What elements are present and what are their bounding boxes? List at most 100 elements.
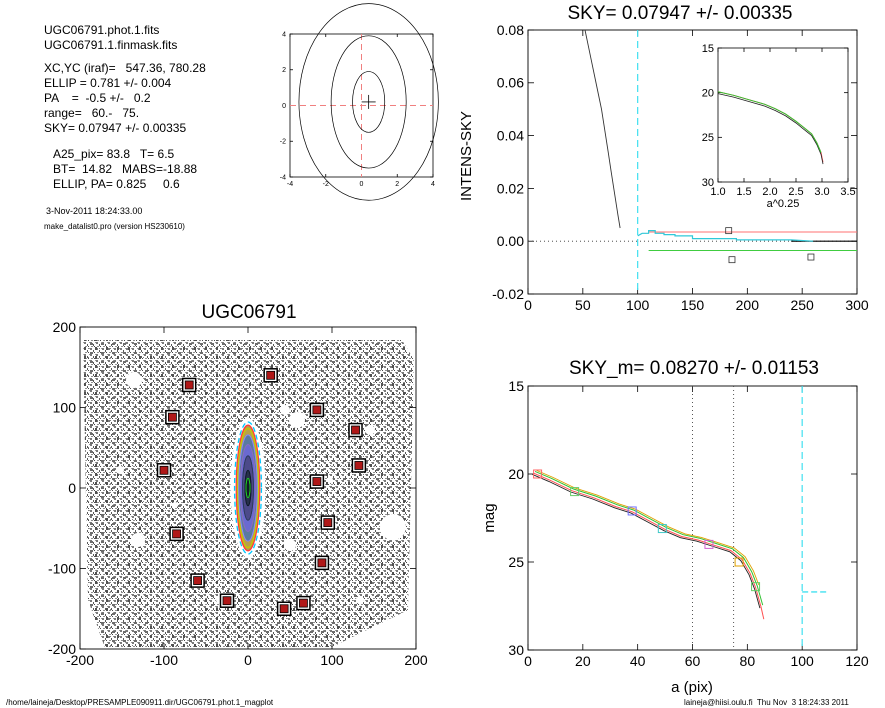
mask-hole: [116, 466, 124, 474]
mask-hole: [356, 596, 364, 604]
contour-xtick-label: -2: [323, 181, 329, 188]
inset-green-curve: [717, 91, 822, 153]
sky-xtick-label: 50: [575, 297, 591, 313]
mag-point-marker: [751, 582, 761, 592]
param-range: range= 60.- 75.: [44, 106, 140, 120]
galaxy-isophote: [233, 421, 263, 555]
contour-xtick-label: -4: [287, 181, 293, 188]
galaxy-isophote: [244, 469, 252, 507]
masked-star-core: [167, 412, 177, 422]
inset-xtick-label: 3.0: [814, 186, 829, 198]
masked-star-core: [312, 477, 322, 486]
sky-xtick-label: 100: [626, 297, 650, 313]
galaxy-isophote: [238, 434, 258, 542]
image-xtick-label: -200: [66, 652, 94, 668]
masked-star-core: [317, 558, 327, 568]
mask-hole: [289, 412, 305, 428]
masked-star-core: [222, 596, 232, 606]
mag-title: SKY_m= 0.08270 +/- 0.01153: [569, 358, 819, 379]
mag-point-marker: [627, 506, 637, 516]
inset-ytick-label: 25: [702, 132, 714, 144]
sky-ytick-label: 0.06: [497, 75, 524, 91]
mag-xtick-label: 80: [740, 653, 756, 669]
image-xtick-label: 200: [404, 652, 428, 668]
param-ellip: ELLIP = 0.781 +/- 0.004: [44, 76, 172, 90]
mag-point-marker: [734, 557, 744, 567]
contour-ytick-label: 4: [282, 31, 286, 38]
sky-title: SKY= 0.07947 +/- 0.00335: [567, 3, 792, 24]
mag-point-marker: [570, 487, 580, 497]
masked-star-core: [323, 518, 333, 528]
sky-point-marker: [807, 253, 815, 261]
image-ytick-label: 100: [53, 399, 77, 415]
sky-ylabel: INTENS-SKY: [458, 111, 475, 201]
contour-ytick-label: 0: [282, 103, 286, 110]
mag-xlabel: a (pix): [671, 679, 713, 696]
contour-ytick-label: 2: [282, 67, 286, 74]
image-xtick-label: 0: [244, 652, 252, 668]
mag-point-marker: [704, 539, 714, 549]
sky-step-line: [637, 230, 814, 242]
mag-ytick-label: 30: [508, 642, 524, 658]
mag-orange-curve: [536, 470, 760, 586]
galaxy-isophote: [235, 424, 261, 552]
contour-ytick-label: -2: [280, 139, 286, 146]
contour-line: [298, 3, 439, 201]
sky-xtick-label: 150: [681, 297, 705, 313]
inset-ytick-label: 15: [702, 43, 714, 55]
masked-star-core: [351, 425, 360, 435]
mask-hole: [131, 533, 145, 547]
file-name-mask: UGC06791.1.finmask.fits: [44, 38, 178, 52]
mask-hole: [380, 514, 406, 540]
masked-star-core: [312, 405, 322, 415]
image-ytick-label: 0: [68, 480, 76, 496]
sky-ytick-label: 0.00: [497, 233, 524, 249]
masked-star-core: [193, 576, 203, 585]
mag-red-curve: [533, 472, 765, 620]
inset-xtick-label: 1.5: [736, 186, 751, 198]
mag-ylabel: mag: [481, 503, 498, 532]
footer-user: laineja@hiisi.oulu.fi Thu Nov 3 18:24:33…: [684, 698, 849, 707]
mag-xtick-label: 40: [630, 653, 646, 669]
mag-xtick-label: 20: [575, 653, 591, 669]
masked-star-core: [172, 529, 182, 539]
masked-star-core: [159, 465, 169, 475]
sky-plot: SKY= 0.07947 +/- 0.00335 INTENS-SKY 0 50 1…: [458, 3, 869, 313]
inset-black-curve: [717, 93, 824, 165]
contour-line: [352, 71, 386, 133]
masked-holes: [116, 372, 406, 604]
sky-ytick-label: 0.08: [497, 22, 524, 38]
masked-star-core: [299, 598, 308, 608]
masked-star-core: [279, 604, 289, 614]
footer-path: /home/laineja/Desktop/PRESAMPLE090911.di…: [6, 698, 274, 707]
param-sky: SKY= 0.07947 +/- 0.00335: [44, 121, 187, 135]
sky-ytick-label: 0.02: [497, 180, 524, 196]
image-xtick-label: -100: [150, 652, 178, 668]
mask-hole: [284, 539, 296, 551]
image-xtick-label: 100: [320, 652, 344, 668]
mag-plot: SKY_m= 0.08270 +/- 0.01153 mag a (pix) 0…: [481, 358, 869, 696]
contour-ytick-label: -4: [280, 174, 286, 181]
mask-hole: [280, 405, 290, 415]
mask-hole: [126, 372, 142, 388]
image-ytick-label: -200: [48, 641, 76, 657]
image-ytick-label: -100: [48, 560, 76, 576]
inset-xlabel: a^0.25: [767, 198, 800, 210]
image-title: UGC06791: [201, 302, 296, 323]
masked-star-core: [266, 370, 276, 380]
program-name: make_datalist0.pro (version HS230610): [44, 222, 185, 231]
inset-ytick-label: 20: [702, 88, 714, 100]
galaxy-isophote: [245, 477, 251, 499]
param-ellip-pa: ELLIP, PA= 0.825 0.6: [53, 177, 180, 191]
mag-ytick-label: 20: [508, 466, 524, 482]
galaxy-isophote: [239, 444, 257, 532]
mag-point-marker: [533, 469, 543, 479]
galaxy-isophote: [242, 455, 254, 521]
contour-xtick-label: 2: [395, 181, 399, 188]
inset-xtick-label: 1.0: [710, 186, 725, 198]
sky-xtick-label: 250: [790, 297, 814, 313]
mag-point-marker: [657, 524, 667, 534]
sky-ytick-label: -0.02: [492, 286, 524, 302]
contour-xtick-label: 0: [360, 181, 364, 188]
